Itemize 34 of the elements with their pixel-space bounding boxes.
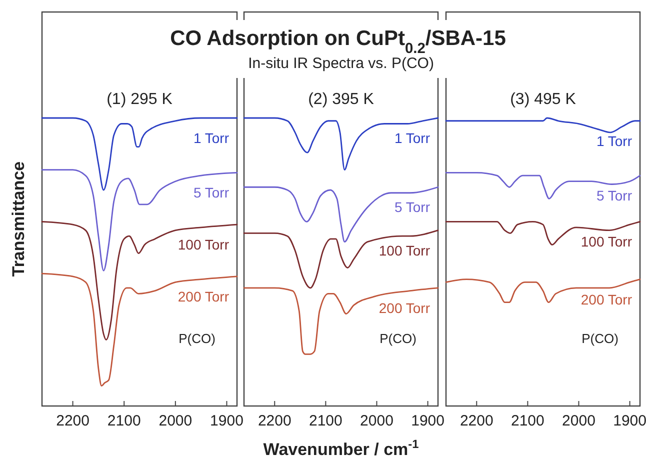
x-tick-label: 2000 (158, 412, 192, 430)
y-axis-title: Transmittance (9, 161, 28, 277)
series-label: 5 Torr (394, 199, 430, 216)
series-label: 200 Torr (580, 291, 632, 308)
series-label: 5 Torr (193, 184, 230, 201)
series-label: 200 Torr (178, 288, 230, 304)
x-tick-label: 2200 (460, 412, 494, 430)
x-tick-label: 2000 (360, 412, 394, 430)
x-tick-label: 2100 (308, 412, 342, 430)
x-axis-title: Wavenumber / cm$^{-1}$ (263, 437, 420, 459)
series-label: 100 Torr (378, 242, 430, 258)
annotation: P(CO) (582, 331, 618, 346)
x-tick-label: 1900 (411, 412, 444, 430)
x-tick-label: 2100 (107, 412, 141, 430)
series-label: 100 Torr (178, 236, 230, 253)
text: (3) 495 K (510, 91, 576, 108)
x-tick-label: 1900 (613, 412, 646, 430)
chart-subtitle: In-situ IR Spectra vs. P(CO) (248, 55, 434, 72)
x-tick-label: 2200 (56, 412, 90, 430)
text: (2) 395 K (308, 91, 374, 108)
x-tick-label: 2000 (562, 412, 596, 430)
x-tick-label: 1900 (210, 412, 244, 430)
chart-title: CO Adsorption on CuPt$_{0.2}$/SBA-15 (170, 27, 506, 57)
series-label: 1 Torr (596, 132, 632, 149)
series-label: 5 Torr (596, 188, 632, 204)
series-label: 200 Torr (378, 300, 430, 316)
series-label: 1 Torr (394, 130, 430, 146)
annotation: P(CO) (380, 331, 416, 346)
series-label: 1 Torr (193, 130, 230, 146)
x-tick-label: 2200 (258, 412, 292, 430)
x-tick-label: 2100 (510, 412, 544, 430)
annotation: P(CO) (178, 331, 216, 346)
series-label: 100 Torr (580, 234, 632, 250)
text: (1) 295 K (106, 91, 173, 108)
